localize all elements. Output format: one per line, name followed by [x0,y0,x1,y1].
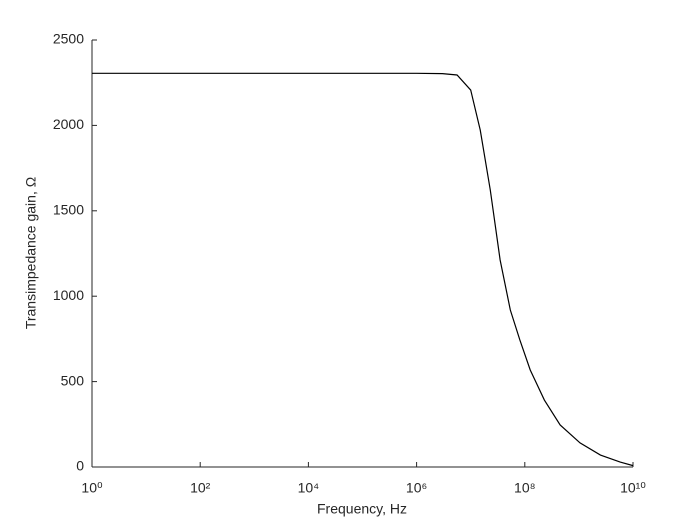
y-tick-label: 0 [76,458,84,474]
x-axis-label: Frequency, Hz [317,501,407,517]
x-tick-label: 10⁶ [406,480,427,496]
y-tick-label: 2500 [53,31,84,47]
y-axis-label: Transimpedance gain, Ω [23,177,39,329]
y-tick-label: 2000 [53,116,84,132]
y-tick-label: 500 [61,372,85,388]
x-tick-label: 10⁸ [514,480,536,496]
x-tick-label: 10⁴ [298,480,320,496]
line-series [92,72,634,467]
y-tick-label: 1500 [53,202,84,218]
x-tick-label: 10² [190,480,211,496]
y-tick-label: 1000 [53,287,84,303]
x-tick-label: 10¹⁰ [620,480,646,496]
x-tick-label: 10⁰ [81,480,103,496]
